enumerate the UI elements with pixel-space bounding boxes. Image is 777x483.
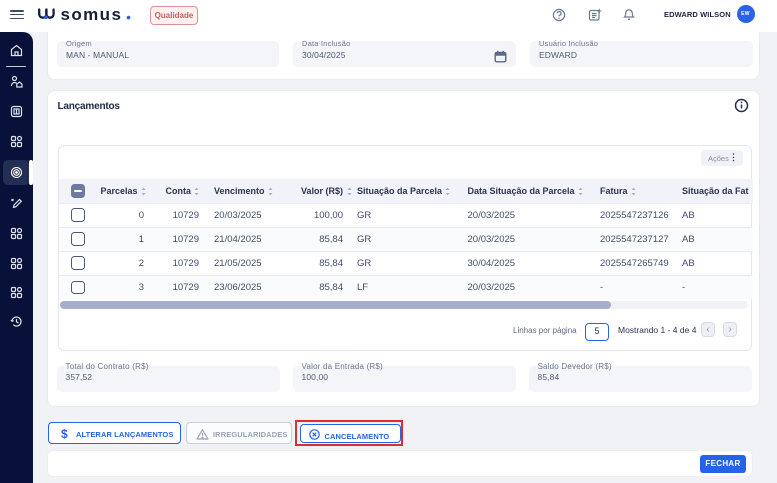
svg-text:$: $ xyxy=(61,427,68,440)
svg-text:somus: somus xyxy=(61,6,123,24)
